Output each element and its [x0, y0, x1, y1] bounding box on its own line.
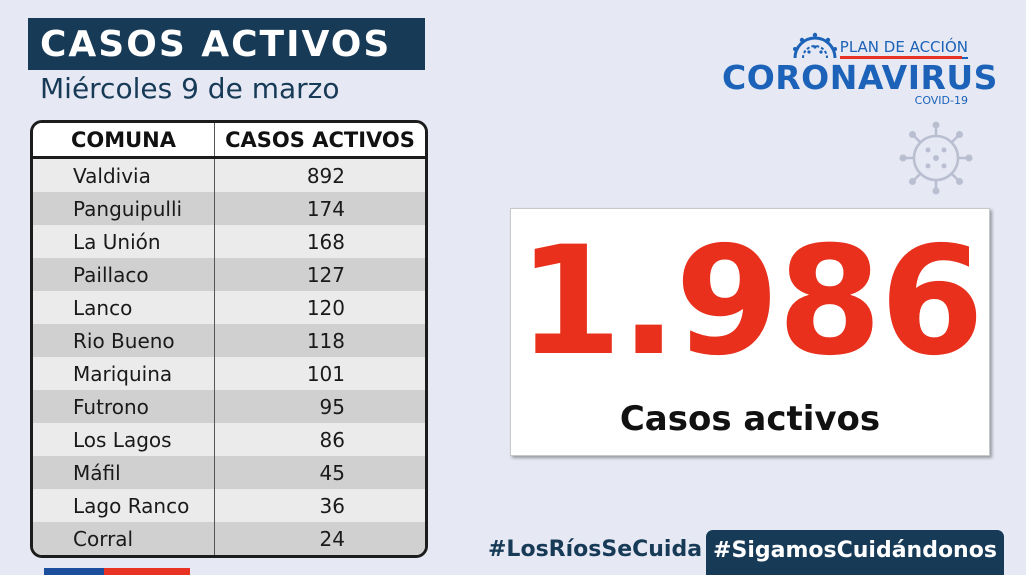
- hashtag-banner: [706, 530, 1004, 575]
- casos-cell: 127: [214, 258, 425, 291]
- table-row: Los Lagos 86: [33, 423, 425, 456]
- logo-accent-line: [840, 56, 962, 59]
- table-row: Paillaco 127: [33, 258, 425, 291]
- total-cases-number: 1.986: [517, 215, 984, 389]
- comuna-cell: Valdivia: [33, 157, 215, 192]
- virus-icon: [793, 32, 837, 59]
- casos-cell: 86: [214, 423, 425, 456]
- table-row: Valdivia 892: [33, 157, 425, 192]
- casos-cell: 118: [214, 324, 425, 357]
- comuna-cell: Lanco: [33, 291, 215, 324]
- table-row: Rio Bueno 118: [33, 324, 425, 357]
- coronavirus-logo: PLAN DE ACCIÓN CORONAVIRUS COVID-19: [720, 30, 997, 110]
- casos-cell: 101: [214, 357, 425, 390]
- table-row: Futrono 95: [33, 390, 425, 423]
- comuna-cell: Panguipulli: [33, 192, 215, 225]
- table-row: Panguipulli 174: [33, 192, 425, 225]
- comuna-cell: Lago Ranco: [33, 489, 215, 522]
- table-row: Lanco 120: [33, 291, 425, 324]
- hashtag-los-rios: #LosRíosSeCuida: [488, 537, 703, 562]
- hashtag-sigamos: #SigamosCuidándonos: [713, 538, 997, 563]
- flag-stripe-red: [104, 568, 190, 575]
- table-row: Mariquina 101: [33, 357, 425, 390]
- table-header-row: COMUNA CASOS ACTIVOS: [33, 123, 425, 159]
- casos-cell: 174: [214, 192, 425, 225]
- comuna-cell: Rio Bueno: [33, 324, 215, 357]
- comuna-cell: La Unión: [33, 225, 215, 258]
- table-row: Lago Ranco 36: [33, 489, 425, 522]
- casos-cell: 36: [214, 489, 425, 522]
- table-row: La Unión 168: [33, 225, 425, 258]
- logo-covid-text: COVID-19: [914, 94, 968, 107]
- total-cases-panel: 1.986 Casos activos: [510, 208, 990, 456]
- table-row: Máfil 45: [33, 456, 425, 489]
- casos-cell: 95: [214, 390, 425, 423]
- date-subtitle: Miércoles 9 de marzo: [40, 72, 340, 105]
- casos-cell: 168: [214, 225, 425, 258]
- column-header-comuna: COMUNA: [33, 123, 215, 159]
- comuna-cell: Corral: [33, 522, 215, 555]
- comuna-cell: Mariquina: [33, 357, 215, 390]
- virus-icon: [899, 121, 973, 195]
- table-row: Corral 24: [33, 522, 425, 555]
- title-banner: [28, 18, 425, 70]
- comuna-cell: Paillaco: [33, 258, 215, 291]
- comuna-cell: Los Lagos: [33, 423, 215, 456]
- page-title: CASOS ACTIVOS: [40, 24, 392, 65]
- casos-cell: 45: [214, 456, 425, 489]
- casos-cell: 24: [214, 522, 425, 555]
- flag-stripe-blue: [44, 568, 104, 575]
- casos-cell: 120: [214, 291, 425, 324]
- casos-cell: 892: [214, 157, 425, 192]
- total-cases-label: Casos activos: [619, 399, 881, 439]
- cases-table: COMUNA CASOS ACTIVOS Valdivia 892 Pangui…: [30, 120, 428, 558]
- logo-main-text: CORONAVIRUS: [722, 58, 998, 97]
- comuna-cell: Máfil: [33, 456, 215, 489]
- comuna-cell: Futrono: [33, 390, 215, 423]
- column-header-casos: CASOS ACTIVOS: [214, 123, 425, 159]
